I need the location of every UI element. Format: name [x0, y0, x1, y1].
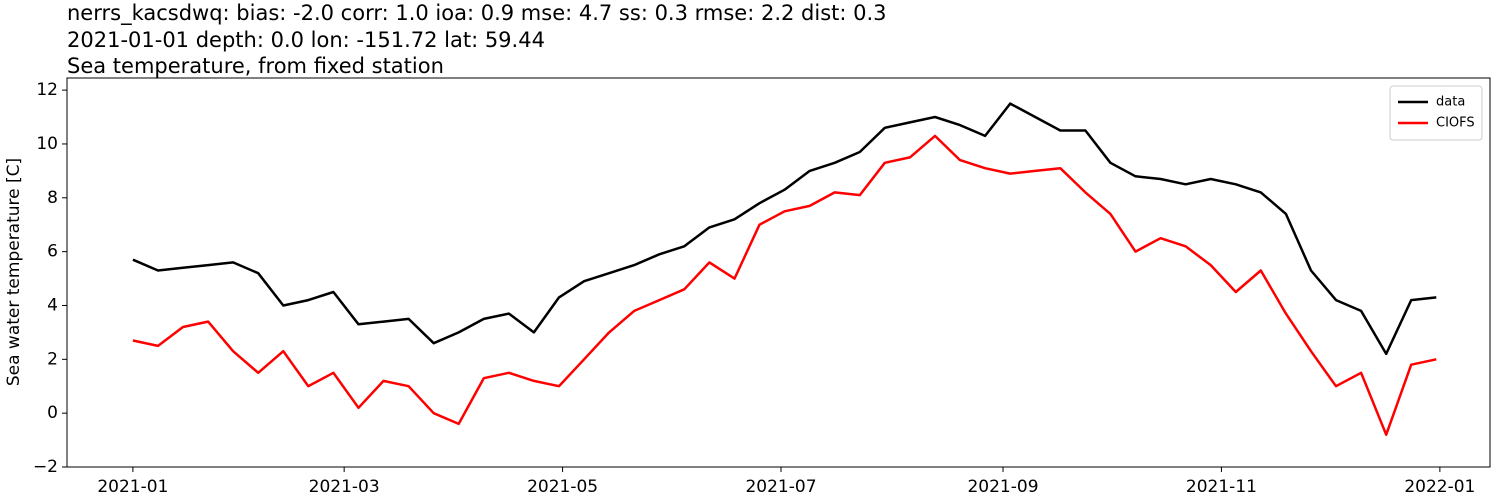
x-tick-label: 2022-01: [1404, 477, 1475, 497]
y-axis-label: Sea water temperature [C]: [4, 158, 24, 386]
plot-frame: [66, 77, 1491, 468]
y-tick-label: 0: [47, 403, 58, 423]
y-tick-label: 10: [36, 134, 58, 154]
x-tick-label: 2021-01: [97, 477, 168, 497]
y-tick-label: 6: [47, 242, 58, 262]
chart-title: 2021-01-01 depth: 0.0 lon: -151.72 lat: …: [67, 28, 545, 52]
series-line: [132, 102, 1437, 356]
y-tick-label: 2: [47, 349, 58, 369]
legend-box: [1389, 85, 1483, 141]
legend: data CIOFS: [1389, 85, 1483, 141]
y-tick-label: 8: [47, 188, 58, 208]
chart-title: Sea temperature, from fixed station: [67, 54, 444, 78]
x-tick-label: 2021-05: [527, 477, 598, 497]
x-tick-label: 2021-07: [745, 477, 816, 497]
legend-label: CIOFS: [1436, 116, 1475, 131]
y-tick-label: −2: [33, 457, 58, 477]
y-tick-label: 12: [36, 80, 58, 100]
x-tick-label: 2021-09: [967, 477, 1038, 497]
chart-title: nerrs_kacsdwq: bias: -2.0 corr: 1.0 ioa:…: [67, 1, 887, 26]
x-tick-label: 2021-11: [1186, 477, 1257, 497]
legend-label: data: [1436, 95, 1465, 110]
y-tick-label: 4: [47, 295, 58, 315]
series-line: [132, 134, 1437, 436]
x-tick-label: 2021-03: [309, 477, 380, 497]
